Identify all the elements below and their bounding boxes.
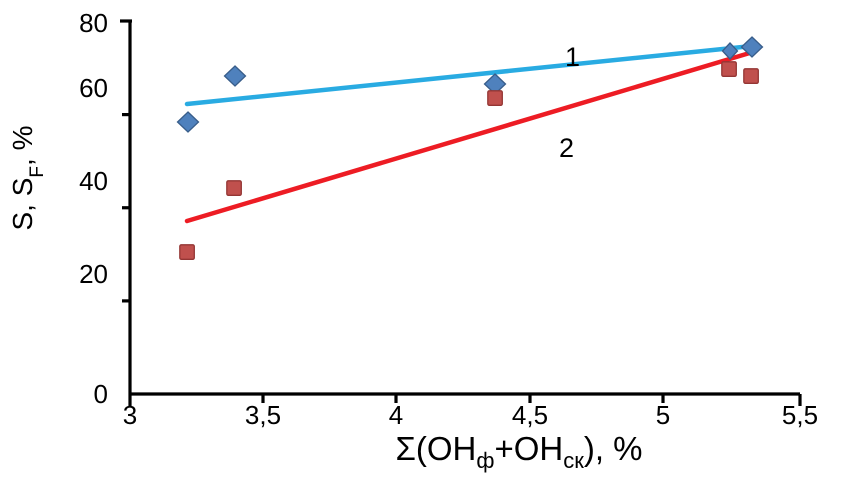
svg-text:80: 80	[79, 8, 108, 38]
svg-text:Σ(OHф+OHск), %: Σ(OHф+OHск), %	[395, 430, 642, 473]
svg-text:3,5: 3,5	[245, 400, 281, 430]
svg-text:2: 2	[559, 133, 574, 163]
svg-text:S, SF, %: S, SF, %	[7, 126, 48, 231]
svg-text:4: 4	[389, 400, 403, 430]
svg-text:3: 3	[123, 400, 137, 430]
svg-text:1: 1	[565, 42, 580, 72]
svg-text:20: 20	[79, 259, 108, 289]
svg-text:0: 0	[94, 379, 108, 409]
svg-text:5: 5	[656, 400, 670, 430]
svg-text:4,5: 4,5	[512, 400, 548, 430]
svg-text:60: 60	[79, 73, 108, 103]
svg-text:5,5: 5,5	[782, 400, 818, 430]
svg-text:40: 40	[79, 166, 108, 196]
